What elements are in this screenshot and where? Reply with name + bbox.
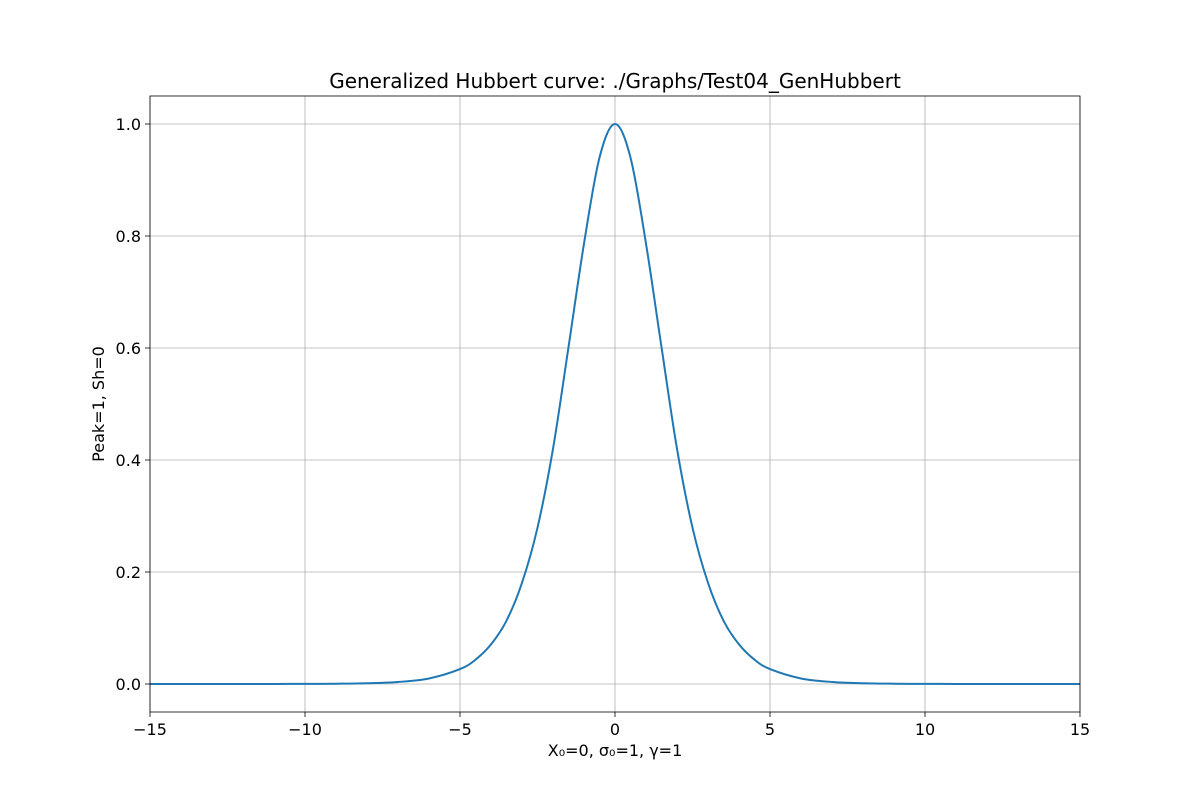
x-tick-label: −10 [288,720,322,739]
x-tick-label: −5 [448,720,472,739]
x-tick-label: 10 [915,720,935,739]
y-tick-label: 1.0 [116,115,141,134]
y-tick-label: 0.4 [116,451,141,470]
series-line [149,123,1080,686]
y-tick-label: 0.8 [116,227,141,246]
y-tick-label: 0.0 [116,675,141,694]
x-tick-label: 5 [765,720,775,739]
y-tick-label: 0.2 [116,563,141,582]
x-tick-label: 0 [610,720,620,739]
series-layer [149,123,1080,686]
y-tick-label: 0.6 [116,339,141,358]
ticks: −15 −10 −5 0 5 10 15 0.0 0.2 0.4 0.6 0.8 1.0 [116,115,1091,739]
chart-title: Generalized Hubbert curve: ./Graphs/Test… [329,69,901,93]
x-axis-label: X₀=0, σ₀=1, γ=1 [548,741,683,760]
x-tick-label: 15 [1070,720,1090,739]
x-tick-label: −15 [133,720,167,739]
y-axis-label: Peak=1, Sh=0 [89,346,108,462]
